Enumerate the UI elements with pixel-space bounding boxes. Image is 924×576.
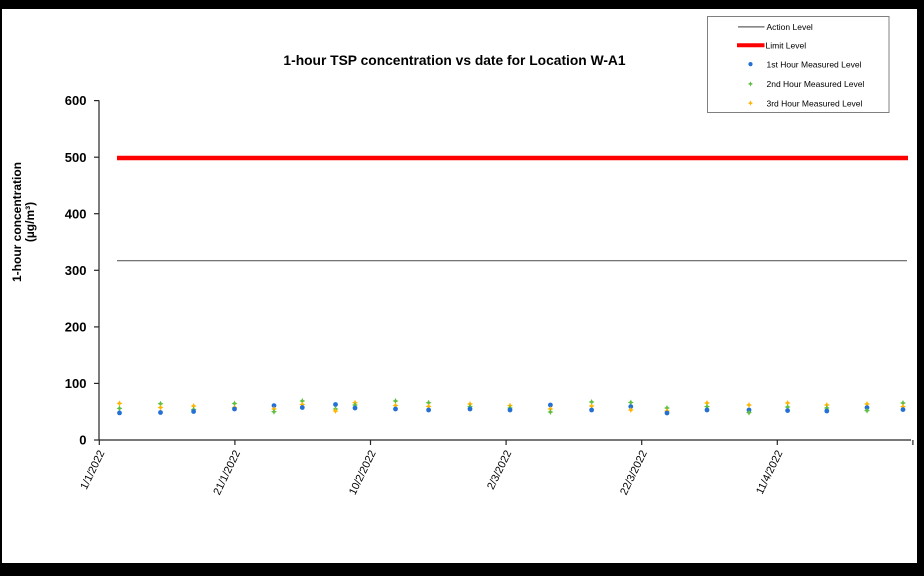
- svg-text:Action Level: Action Level: [767, 22, 813, 32]
- svg-text:3rd Hour Measured Level: 3rd Hour Measured Level: [767, 98, 863, 108]
- svg-text:500: 500: [65, 150, 87, 165]
- svg-text:1-hour concentration: 1-hour concentration: [10, 162, 24, 282]
- svg-text:0: 0: [79, 433, 86, 448]
- svg-text:2nd Hour Measured Level: 2nd Hour Measured Level: [767, 79, 865, 89]
- svg-text:400: 400: [65, 206, 87, 221]
- svg-text:200: 200: [65, 320, 87, 335]
- svg-text:600: 600: [65, 93, 87, 108]
- svg-text:Limit Level: Limit Level: [766, 41, 807, 51]
- svg-text:1st Hour Measured Level: 1st Hour Measured Level: [767, 59, 862, 69]
- svg-text:(µg/m³): (µg/m³): [23, 202, 37, 242]
- svg-text:100: 100: [65, 376, 87, 391]
- svg-text:1-hour TSP concentration vs da: 1-hour TSP concentration vs date for Loc…: [283, 53, 625, 68]
- svg-text:300: 300: [65, 263, 87, 278]
